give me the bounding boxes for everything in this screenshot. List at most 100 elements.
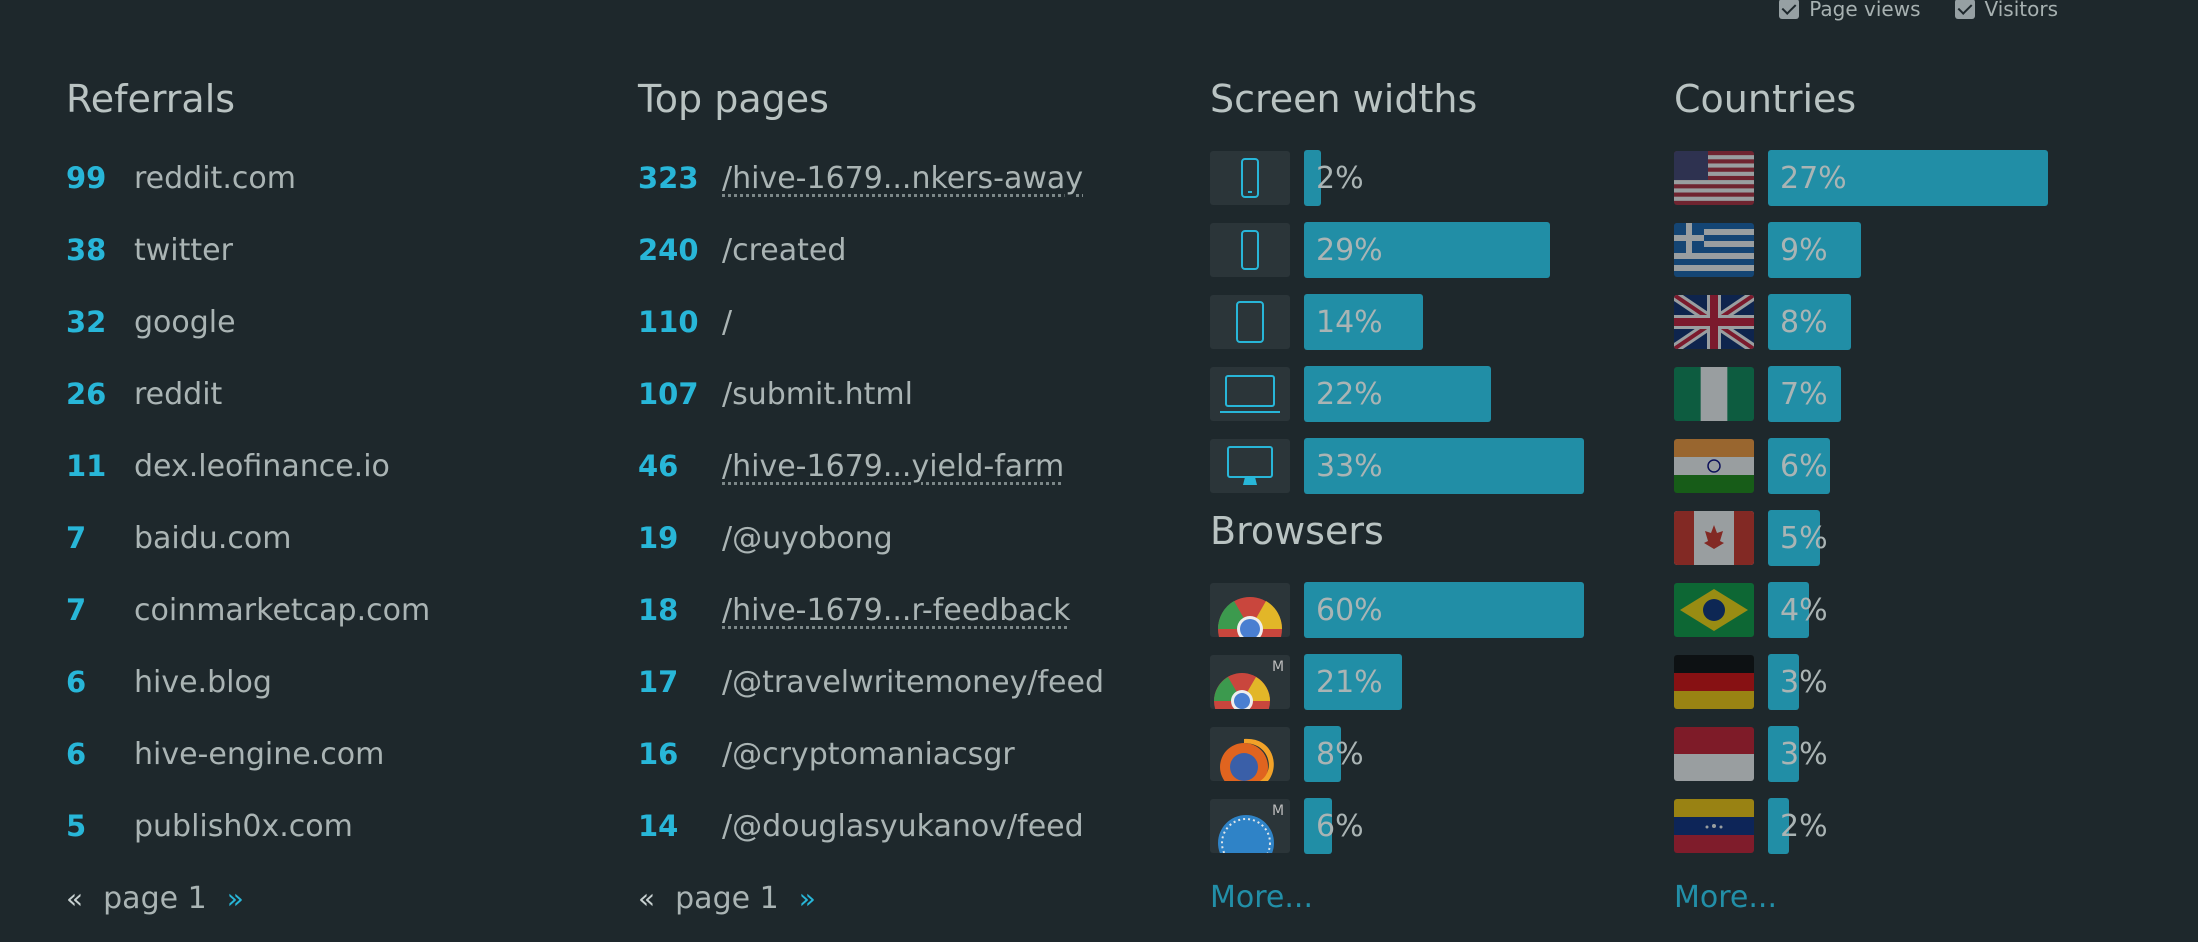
bar-fill bbox=[1304, 294, 1423, 350]
referral-count: 7 bbox=[66, 521, 87, 555]
checkbox-icon[interactable] bbox=[1954, 0, 1975, 19]
browsers-row[interactable]: 60% bbox=[1210, 574, 1630, 646]
referral-source: publish0x.com bbox=[134, 808, 353, 844]
screen_widths-row[interactable]: 33% bbox=[1210, 430, 1630, 502]
page-path: /@travelwritemoney/feed bbox=[722, 664, 1104, 700]
bar-fill bbox=[1768, 366, 1841, 422]
page-row[interactable]: 240/created bbox=[638, 214, 1178, 286]
next-page-button[interactable]: » bbox=[226, 881, 244, 915]
percentage-label: 2% bbox=[1316, 160, 1364, 196]
bar-fill bbox=[1768, 726, 1799, 782]
referral-row[interactable]: 11 dex.leofinance.io bbox=[66, 430, 586, 502]
country-row[interactable]: 2% bbox=[1674, 790, 2094, 862]
page-count: 18 bbox=[638, 593, 679, 627]
screen_widths-row[interactable]: 22% bbox=[1210, 358, 1630, 430]
page-row[interactable]: 46/hive-1679...yield-farm bbox=[638, 430, 1178, 502]
percentage-label: 3% bbox=[1780, 736, 1828, 772]
country-row[interactable]: 7% bbox=[1674, 358, 2094, 430]
legend-visitors[interactable]: Visitors bbox=[1954, 0, 2058, 21]
checkbox-icon[interactable] bbox=[1779, 0, 1800, 19]
indonesia-flag-icon bbox=[1674, 727, 1754, 781]
page-row[interactable]: 107/submit.html bbox=[638, 358, 1178, 430]
percentage-label: 6% bbox=[1780, 448, 1828, 484]
bar-fill bbox=[1768, 294, 1851, 350]
pagination: « page 1 » bbox=[638, 862, 1178, 934]
bar-container: 27% bbox=[1768, 150, 2048, 206]
referral-row[interactable]: 7 coinmarketcap.com bbox=[66, 574, 586, 646]
top-pages-panel: Top pages 323/hive-1679...nkers-away 240/… bbox=[638, 72, 1178, 934]
country-row[interactable]: 6% bbox=[1674, 430, 2094, 502]
prev-page-button[interactable]: « bbox=[638, 881, 656, 915]
page-row[interactable]: 16 /@cryptomaniacsgr bbox=[638, 718, 1178, 790]
screen_widths-row[interactable]: 2% bbox=[1210, 142, 1630, 214]
referral-row[interactable]: 26 reddit bbox=[66, 358, 586, 430]
country-row[interactable]: 5% bbox=[1674, 502, 2094, 574]
prev-page-button[interactable]: « bbox=[66, 881, 84, 915]
browsers-row[interactable]: M 6% bbox=[1210, 790, 1630, 862]
bar-fill bbox=[1304, 654, 1402, 710]
page-label: page 1 bbox=[675, 880, 779, 916]
panel-title: Screen widths bbox=[1210, 77, 1478, 121]
page-row[interactable]: 14 /@douglasyukanov/feed bbox=[638, 790, 1178, 862]
bar-container: 8% bbox=[1304, 726, 1394, 782]
browsers-row[interactable]: M 21% bbox=[1210, 646, 1630, 718]
more-browsers-link[interactable]: More... bbox=[1210, 880, 1313, 915]
referral-row[interactable]: 6 hive-engine.com bbox=[66, 718, 586, 790]
page-row[interactable]: 323/hive-1679...nkers-away bbox=[638, 142, 1178, 214]
bar-fill bbox=[1304, 798, 1332, 854]
referral-row[interactable]: 38 twitter bbox=[66, 214, 586, 286]
percentage-label: 27% bbox=[1780, 160, 1847, 196]
bar-container: 3% bbox=[1768, 726, 1858, 782]
bar-container: 33% bbox=[1304, 438, 1584, 494]
bar-fill bbox=[1768, 510, 1820, 566]
referral-row[interactable]: 5 publish0x.com bbox=[66, 790, 586, 862]
screen_widths-row[interactable]: 29% bbox=[1210, 214, 1630, 286]
legend-label: Page views bbox=[1809, 0, 1921, 21]
more-countries-link[interactable]: More... bbox=[1674, 880, 1777, 915]
svg-text:M: M bbox=[1272, 803, 1284, 819]
referral-row[interactable]: 6 hive.blog bbox=[66, 646, 586, 718]
bar-container: 2% bbox=[1768, 798, 1858, 854]
bar-fill bbox=[1304, 222, 1550, 278]
country-row[interactable]: 4% bbox=[1674, 574, 2094, 646]
screen_widths-row[interactable]: 14% bbox=[1210, 286, 1630, 358]
chrome-mobile-icon: M bbox=[1210, 655, 1290, 709]
percentage-label: 3% bbox=[1780, 664, 1828, 700]
bar-container: 60% bbox=[1304, 582, 1584, 638]
country-row[interactable]: 3% bbox=[1674, 718, 2094, 790]
page-path: /hive-1679...yield-farm bbox=[722, 448, 1065, 484]
referral-source: reddit.com bbox=[134, 160, 296, 196]
bar-container: 2% bbox=[1304, 150, 1394, 206]
percentage-label: 29% bbox=[1316, 232, 1383, 268]
referral-row[interactable]: 32 google bbox=[66, 286, 586, 358]
referral-count: 99 bbox=[66, 161, 107, 195]
country-row[interactable]: 9% bbox=[1674, 214, 2094, 286]
referral-count: 7 bbox=[66, 593, 87, 627]
country-row[interactable]: 8% bbox=[1674, 286, 2094, 358]
page-row[interactable]: 17 /@travelwritemoney/feed bbox=[638, 646, 1178, 718]
legend-page-views[interactable]: Page views bbox=[1779, 0, 1921, 21]
page-row[interactable]: 110 / bbox=[638, 286, 1178, 358]
percentage-label: 8% bbox=[1316, 736, 1364, 772]
laptop-icon bbox=[1210, 367, 1290, 421]
referral-source: dex.leofinance.io bbox=[134, 448, 390, 484]
greece-flag-icon bbox=[1674, 223, 1754, 277]
devices-panel: Screen widths 2% 29% 14% 22% 33% Browsers 60… bbox=[1210, 72, 1630, 934]
page-path: /submit.html bbox=[722, 376, 913, 412]
bar-fill bbox=[1768, 150, 2048, 206]
page-row[interactable]: 18/hive-1679...r-feedback bbox=[638, 574, 1178, 646]
country-row[interactable]: 3% bbox=[1674, 646, 2094, 718]
country-row[interactable]: 27% bbox=[1674, 142, 2094, 214]
page-row[interactable]: 19 /@uyobong bbox=[638, 502, 1178, 574]
page-count: 19 bbox=[638, 521, 679, 555]
referral-row[interactable]: 7 baidu.com bbox=[66, 502, 586, 574]
venezuela-flag-icon bbox=[1674, 799, 1754, 853]
panel-title: Referrals bbox=[66, 77, 236, 121]
referral-row[interactable]: 99 reddit.com bbox=[66, 142, 586, 214]
next-page-button[interactable]: » bbox=[798, 881, 816, 915]
bar-container: 9% bbox=[1768, 222, 1861, 278]
percentage-label: 4% bbox=[1780, 592, 1828, 628]
browsers-row[interactable]: 8% bbox=[1210, 718, 1630, 790]
bar-fill bbox=[1304, 726, 1341, 782]
phone-small-icon bbox=[1210, 151, 1290, 205]
